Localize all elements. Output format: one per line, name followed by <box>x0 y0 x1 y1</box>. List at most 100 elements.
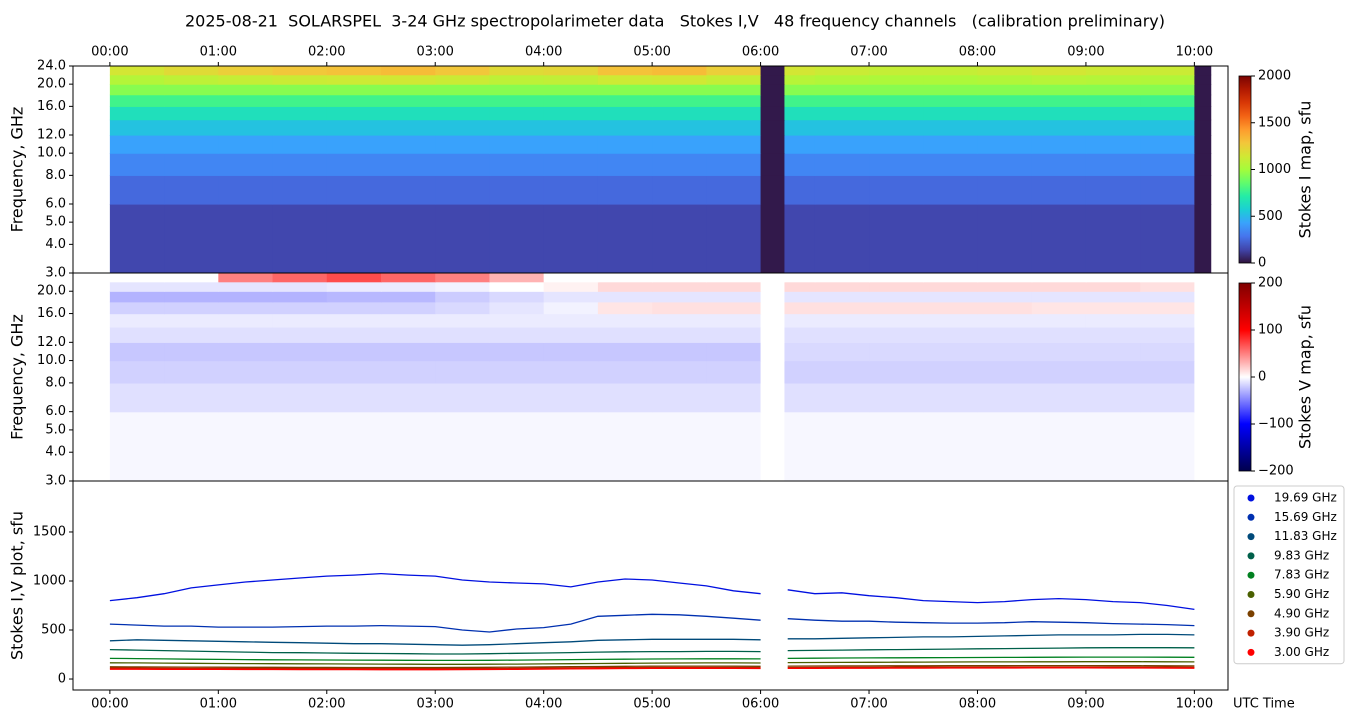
y-tick-label: 8.0 <box>45 168 66 183</box>
x-tick-label: 07:00 <box>850 45 887 60</box>
plot-area <box>109 66 1212 273</box>
heatmap-cell <box>706 326 762 343</box>
heatmap-cell <box>1031 175 1087 205</box>
heatmap-cell <box>109 360 165 384</box>
heatmap-cell <box>923 175 979 205</box>
series-line <box>109 633 1195 646</box>
heatmap-cell <box>977 313 1033 328</box>
heatmap-cell <box>489 342 545 362</box>
heatmap-cell <box>652 360 707 384</box>
heatmap-cell <box>814 360 870 384</box>
heatmap-cell <box>489 204 545 273</box>
heatmap-cell <box>489 273 545 283</box>
heatmap-cell <box>597 326 653 343</box>
heatmap-cell <box>1085 74 1141 85</box>
heatmap-cell <box>1031 342 1087 362</box>
heatmap-cell <box>326 84 382 96</box>
heatmap-cell <box>381 360 436 384</box>
heatmap-cell <box>760 313 786 328</box>
heatmap-cell <box>272 94 328 107</box>
heatmap-cell <box>109 94 165 107</box>
heatmap-cell <box>218 94 274 107</box>
heatmap-cell <box>923 106 979 121</box>
legend-box <box>1233 485 1345 665</box>
heatmap-cell <box>272 273 328 283</box>
heatmap-cell <box>597 382 653 413</box>
heatmap-cell <box>164 411 219 481</box>
heatmap-cell <box>814 204 870 273</box>
heatmap-cell <box>1140 291 1195 303</box>
heatmap-cell <box>652 382 707 413</box>
heatmap-cell <box>1194 106 1212 121</box>
legend-marker <box>1247 610 1255 618</box>
y-tick-label: 5.0 <box>45 422 66 437</box>
heatmap-cell <box>977 66 1033 76</box>
heatmap-cell <box>1085 411 1141 481</box>
heatmap-cell <box>164 106 219 121</box>
heatmap-cell <box>218 135 274 154</box>
heatmap-cell <box>1140 360 1195 384</box>
heatmap-cell <box>435 119 491 136</box>
heatmap-cell <box>218 411 274 481</box>
heatmap-cell <box>923 313 979 328</box>
y-tick-label: 1500 <box>33 524 66 539</box>
heatmap-cell <box>923 153 979 176</box>
y-tick-label: 6.0 <box>45 404 66 419</box>
heatmap-cell <box>784 360 816 384</box>
colorbar <box>1238 75 1252 264</box>
heatmap-cell <box>869 135 924 154</box>
x-tick-label: 03:00 <box>416 45 453 60</box>
heatmap-cell <box>923 84 979 96</box>
heatmap-cell <box>760 360 786 384</box>
heatmap-cell <box>869 119 924 136</box>
heatmap-cell <box>652 94 707 107</box>
heatmap-cell <box>760 175 786 205</box>
x-tick-label: 04:00 <box>525 45 562 60</box>
heatmap-cell <box>489 84 545 96</box>
heatmap-cell <box>1194 313 1212 328</box>
heatmap-cell <box>923 291 979 303</box>
heatmap-cell <box>164 66 219 76</box>
series-line <box>109 667 1195 671</box>
series-line <box>109 572 1195 611</box>
heatmap-cell <box>1085 342 1141 362</box>
x-tick-label: 01:00 <box>200 697 237 712</box>
heatmap-cell <box>1140 66 1195 76</box>
heatmap-cell <box>760 106 786 121</box>
y-tick-label: 20.0 <box>37 77 66 92</box>
heatmap-cell <box>218 301 274 315</box>
heatmap-cell <box>489 382 545 413</box>
y-tick-label: 20.0 <box>37 284 66 299</box>
heatmap-cell <box>760 273 786 283</box>
heatmap-cell <box>543 153 599 176</box>
heatmap-cell <box>164 281 219 292</box>
y-axis-label: Frequency, GHz <box>8 314 27 440</box>
heatmap-cell <box>1031 135 1087 154</box>
colorbar-tick-label: 0 <box>1258 256 1266 271</box>
heatmap-cell <box>706 119 762 136</box>
heatmap-cell <box>435 291 491 303</box>
heatmap-cell <box>326 326 382 343</box>
heatmap-cell <box>218 382 274 413</box>
heatmap-cell <box>489 94 545 107</box>
heatmap-cell <box>923 119 979 136</box>
heatmap-cell <box>923 66 979 76</box>
heatmap-cell <box>1194 411 1212 481</box>
heatmap-cell <box>1085 135 1141 154</box>
heatmap-cell <box>760 301 786 315</box>
heatmap-cell <box>164 360 219 384</box>
heatmap-cell <box>164 204 219 273</box>
legend-marker <box>1247 533 1255 541</box>
heatmap-cell <box>1085 291 1141 303</box>
heatmap-cell <box>597 313 653 328</box>
heatmap-cell <box>1194 94 1212 107</box>
heatmap-cell <box>706 313 762 328</box>
heatmap-cell <box>869 74 924 85</box>
heatmap-cell <box>109 313 165 328</box>
y-tick-label: 10.0 <box>37 146 66 161</box>
heatmap-cell <box>435 301 491 315</box>
heatmap-cell <box>109 281 165 292</box>
heatmap-cell <box>1031 106 1087 121</box>
heatmap-cell <box>1140 411 1195 481</box>
